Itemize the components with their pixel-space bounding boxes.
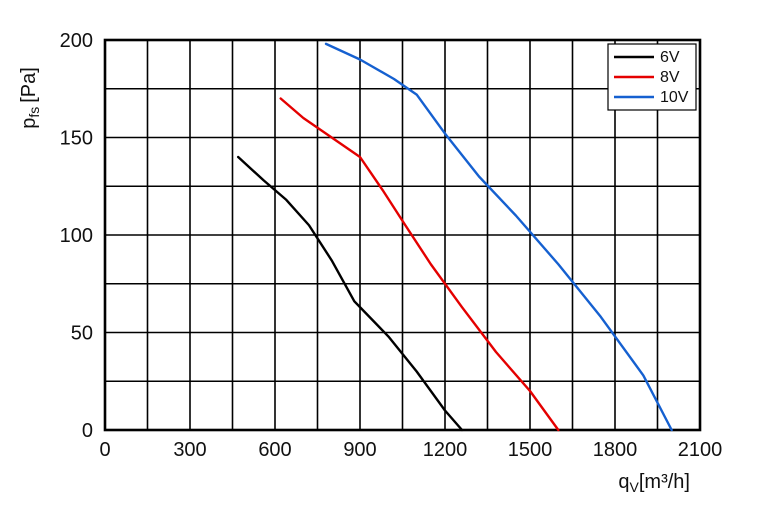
fan-curve-chart: 0 300 600 900 1200 1500 1800 2100 0 50 100 150 200 qV… bbox=[0, 0, 761, 522]
y-tick-label: 100 bbox=[60, 225, 93, 247]
x-tick-label: 1800 bbox=[593, 439, 638, 461]
x-tick-label: 600 bbox=[258, 439, 291, 461]
y-tick-label: 0 bbox=[82, 420, 93, 442]
y-tick-label: 200 bbox=[60, 30, 93, 52]
x-tick-label: 1200 bbox=[423, 439, 468, 461]
x-tick-label: 0 bbox=[99, 439, 110, 461]
y-tick-label: 150 bbox=[60, 128, 93, 150]
y-axis-symbol: p bbox=[18, 118, 40, 129]
y-axis-title-group: pfs [Pa] bbox=[18, 67, 42, 129]
legend-label-8V: 8V bbox=[660, 69, 680, 86]
legend: 6V 8V 10V bbox=[608, 44, 696, 110]
y-axis-title: pfs [Pa] bbox=[18, 67, 42, 129]
y-tick-label: 50 bbox=[71, 323, 93, 345]
x-axis-symbol: q bbox=[618, 471, 629, 493]
legend-label-10V: 10V bbox=[660, 89, 689, 106]
x-axis-title: qV[m³/h] bbox=[618, 471, 690, 495]
legend-label-6V: 6V bbox=[660, 49, 680, 66]
y-axis-subscript: fs bbox=[26, 107, 42, 118]
x-tick-label: 1500 bbox=[508, 439, 553, 461]
x-tick-label: 900 bbox=[343, 439, 376, 461]
x-tick-label: 2100 bbox=[678, 439, 723, 461]
x-axis-unit: [m³/h] bbox=[639, 471, 690, 493]
x-tick-label: 300 bbox=[173, 439, 206, 461]
y-axis-unit: [Pa] bbox=[18, 67, 40, 103]
chart-svg: 0 300 600 900 1200 1500 1800 2100 0 50 100 150 200 qV… bbox=[0, 0, 761, 522]
